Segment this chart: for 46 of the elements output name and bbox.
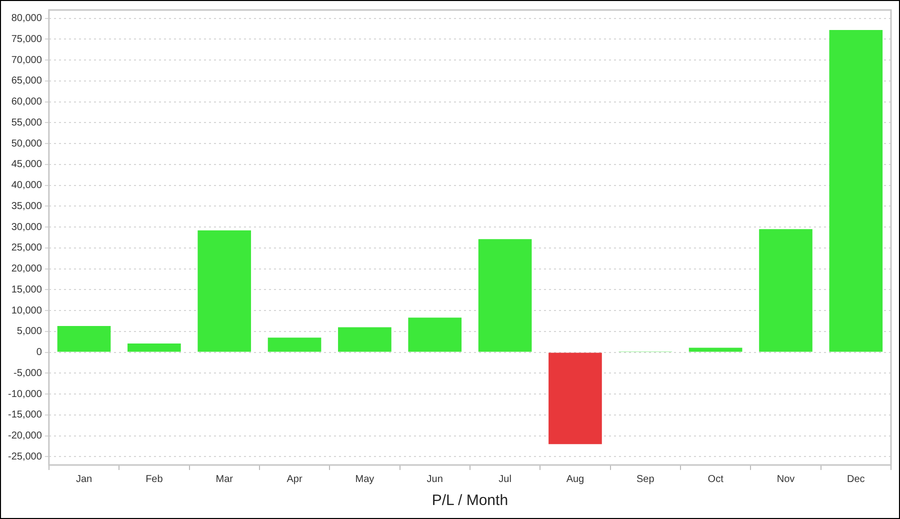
- y-tick-label: 55,000: [11, 117, 42, 128]
- x-tick-label: Aug: [566, 474, 584, 485]
- y-tick-label: 50,000: [11, 138, 42, 150]
- x-tick-label: Jul: [498, 474, 512, 485]
- x-tick-label: Dec: [847, 474, 865, 485]
- x-tick-label: Feb: [146, 474, 164, 485]
- bar: [268, 338, 322, 352]
- y-tick-label: 80,000: [11, 13, 42, 24]
- x-tick-label: Mar: [216, 474, 234, 485]
- bar: [128, 344, 181, 352]
- x-tick-label: Oct: [708, 474, 724, 485]
- y-tick-label: -20,000: [8, 430, 42, 442]
- y-tick-label: 45,000: [11, 159, 42, 170]
- y-tick-label: 5,000: [16, 326, 42, 338]
- bar: [829, 30, 883, 352]
- x-tick-label: Apr: [286, 474, 303, 485]
- bar: [338, 327, 392, 352]
- y-tick-label: -10,000: [8, 388, 42, 400]
- y-tick-label: 75,000: [11, 34, 42, 45]
- y-tick-label: -5,000: [14, 368, 42, 379]
- bar: [198, 230, 252, 352]
- x-axis-title: P/L / Month: [432, 492, 508, 510]
- y-tick-label: 65,000: [11, 76, 42, 87]
- bar: [548, 352, 602, 444]
- x-tick-label: May: [355, 474, 374, 485]
- bar: [408, 318, 462, 352]
- x-tick-label: Jan: [76, 474, 92, 485]
- y-tick-label: -25,000: [8, 451, 42, 462]
- y-tick-label: 60,000: [11, 96, 42, 108]
- bar: [759, 229, 812, 352]
- x-tick-label: Nov: [776, 474, 795, 485]
- y-tick-label: 25,000: [11, 242, 42, 254]
- y-tick-label: 0: [36, 347, 42, 358]
- y-tick-label: 30,000: [11, 222, 42, 233]
- y-tick-label: 70,000: [11, 54, 42, 66]
- y-tick-label: -15,000: [8, 410, 42, 421]
- y-tick-label: 20,000: [11, 264, 42, 275]
- y-tick-label: 15,000: [11, 284, 42, 296]
- x-tick-label: Jun: [426, 474, 443, 485]
- x-tick-label: Sep: [636, 474, 655, 485]
- bar: [478, 239, 532, 352]
- y-tick-label: 40,000: [11, 180, 42, 192]
- y-tick-label: 10,000: [11, 305, 42, 316]
- y-tick-label: 35,000: [11, 200, 42, 212]
- bar: [57, 326, 111, 352]
- bar: [688, 348, 742, 352]
